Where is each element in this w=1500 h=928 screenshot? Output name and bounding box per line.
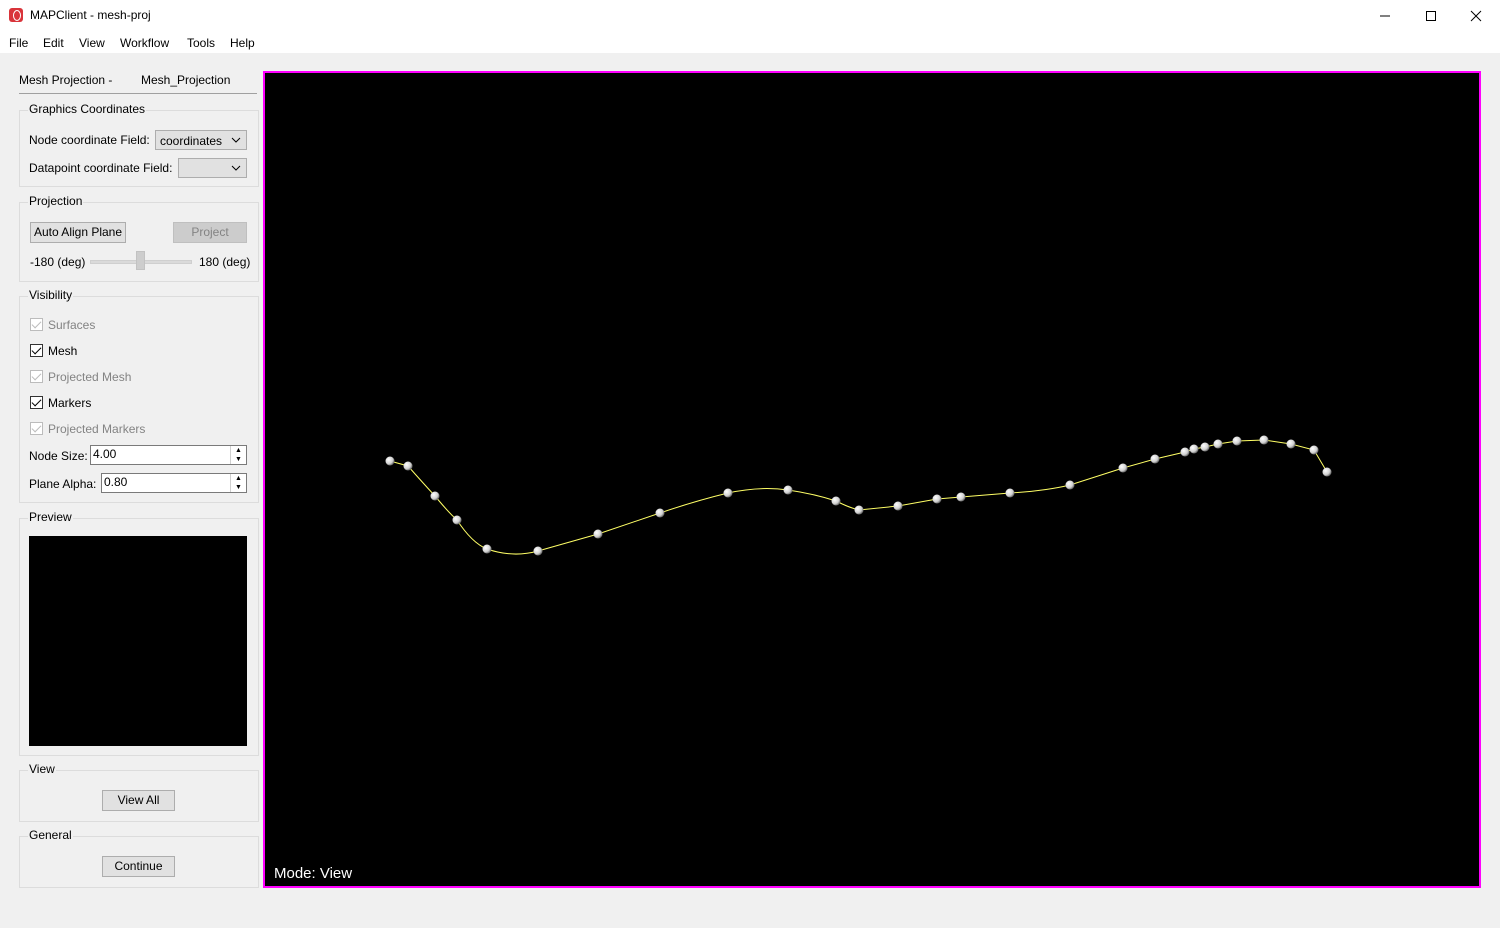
plane-alpha-input[interactable] [104, 475, 234, 489]
mesh-node [1118, 463, 1128, 473]
view-group: View View All [19, 762, 259, 822]
mesh-node [783, 485, 793, 495]
title-bar: MAPClient - mesh-proj [0, 0, 1500, 31]
mesh-node [655, 508, 665, 518]
mesh-checkbox[interactable] [30, 344, 43, 357]
mesh-scene[interactable] [265, 73, 1479, 886]
mesh-node [1213, 439, 1223, 449]
node-size-label: Node Size: [29, 449, 88, 463]
chevron-down-icon [231, 133, 241, 150]
step-tab-header: Mesh Projection - Mesh_Projection [19, 72, 257, 94]
continue-button[interactable]: Continue [102, 856, 175, 877]
mesh-node [1309, 445, 1319, 455]
minimize-icon[interactable] [1362, 0, 1408, 31]
slider-min-label: -180 (deg) [30, 255, 86, 269]
mesh-label: Mesh [48, 344, 78, 358]
mesh-curve [389, 439, 1328, 555]
mesh-nodes [385, 435, 1332, 556]
plane-alpha-spinbox[interactable]: ▲▼ [101, 473, 247, 493]
group-title: Preview [28, 510, 73, 524]
group-title: Visibility [28, 288, 74, 302]
group-title: General [28, 828, 73, 842]
scene-viewport[interactable]: Mode: View [263, 71, 1481, 888]
menu-file[interactable]: File [9, 36, 29, 50]
datapoint-coordinate-combo[interactable] [178, 158, 247, 178]
markers-label: Markers [48, 396, 92, 410]
spin-arrows-icon[interactable]: ▲ ▼ [230, 474, 246, 492]
mesh-node [1065, 480, 1075, 490]
slider-max-label: 180 (deg) [199, 255, 251, 269]
app-icon [9, 8, 23, 22]
chevron-down-icon [231, 161, 241, 178]
mode-indicator: Mode: View [274, 865, 353, 882]
mesh-node [482, 544, 492, 554]
mesh-node [1005, 488, 1015, 498]
mesh-node [1259, 435, 1269, 445]
preview-group: Preview [19, 510, 259, 756]
mesh-node [1286, 439, 1296, 449]
step-name-label: Mesh_Projection [141, 73, 231, 87]
menu-workflow[interactable]: Workflow [120, 36, 170, 50]
group-title: Graphics Coordinates [28, 102, 147, 116]
mesh-node [1180, 447, 1190, 457]
mesh-node [403, 461, 413, 471]
mesh-node [854, 505, 864, 515]
projection-group: Projection Auto Align Plane Project -180… [19, 194, 259, 282]
mesh-node [1189, 444, 1199, 454]
preview-canvas[interactable] [29, 536, 247, 746]
mesh-node [932, 494, 942, 504]
general-group: General Continue [19, 828, 259, 888]
node-size-spinbox[interactable]: ▲▼ [90, 445, 247, 465]
mesh-node [1150, 454, 1160, 464]
mesh-node [452, 515, 462, 525]
surfaces-label: Surfaces [48, 318, 96, 332]
datapoint-coordinate-label: Datapoint coordinate Field: [29, 161, 173, 175]
close-icon[interactable] [1453, 0, 1499, 31]
markers-checkbox[interactable] [30, 396, 43, 409]
projected-mesh-checkbox[interactable] [30, 370, 43, 383]
mesh-node [593, 529, 603, 539]
menu-edit[interactable]: Edit [43, 36, 64, 50]
project-button[interactable]: Project [173, 222, 247, 243]
auto-align-plane-button[interactable]: Auto Align Plane [30, 222, 126, 243]
surfaces-checkbox[interactable] [30, 318, 43, 331]
node-coordinate-combo[interactable]: coordinates [155, 130, 247, 150]
rotation-slider-handle[interactable] [136, 251, 145, 270]
step-type-label: Mesh Projection - [19, 73, 113, 87]
group-title: Projection [28, 194, 84, 208]
plane-alpha-label: Plane Alpha: [29, 477, 97, 491]
mesh-node [533, 546, 543, 556]
node-size-input[interactable] [93, 447, 223, 461]
projected-markers-checkbox[interactable] [30, 422, 43, 435]
visibility-group: Visibility Surfaces Mesh Projected Mesh … [19, 288, 259, 503]
view-all-button[interactable]: View All [102, 790, 175, 811]
projected-mesh-label: Projected Mesh [48, 370, 132, 384]
menu-bar: File Edit View Workflow Tools Help [0, 31, 1500, 53]
mesh-node [385, 456, 395, 466]
combo-value: coordinates [160, 134, 223, 148]
mesh-node [831, 496, 841, 506]
menu-view[interactable]: View [79, 36, 105, 50]
menu-help[interactable]: Help [230, 36, 255, 50]
mesh-node [430, 491, 440, 501]
node-coordinate-label: Node coordinate Field: [29, 133, 150, 147]
projected-markers-label: Projected Markers [48, 422, 146, 436]
mesh-node [1200, 442, 1210, 452]
maximize-icon[interactable] [1408, 0, 1454, 31]
menu-tools[interactable]: Tools [187, 36, 216, 50]
group-title: View [28, 762, 56, 776]
mesh-node [1322, 467, 1332, 477]
mesh-node [1232, 436, 1242, 446]
window-title: MAPClient - mesh-proj [30, 8, 151, 22]
spin-arrows-icon[interactable]: ▲ ▼ [230, 446, 246, 464]
mesh-node [893, 501, 903, 511]
graphics-coordinates-group: Graphics Coordinates Node coordinate Fie… [19, 102, 259, 187]
mesh-node [956, 492, 966, 502]
mesh-node [723, 488, 733, 498]
